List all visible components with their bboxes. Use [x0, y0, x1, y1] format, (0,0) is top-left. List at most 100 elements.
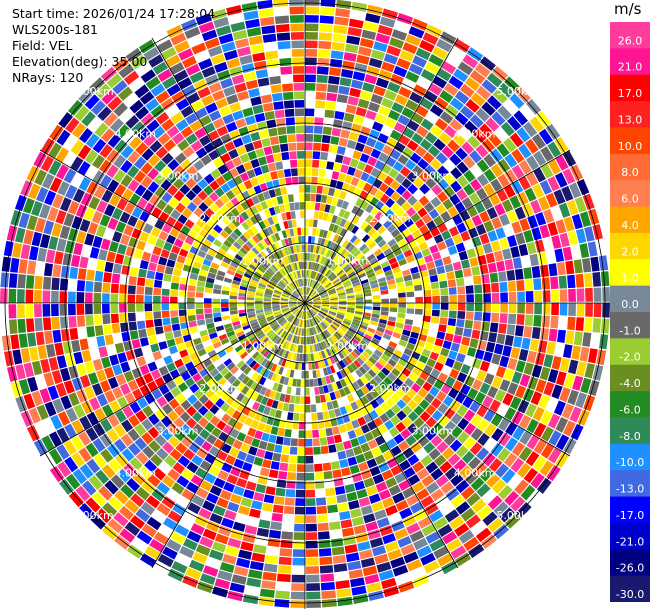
velocity-gate: [373, 264, 382, 272]
velocity-gate: [300, 396, 305, 404]
velocity-gate: [387, 224, 397, 234]
velocity-gate: [336, 329, 344, 337]
velocity-gate: [254, 384, 263, 393]
velocity-gate: [273, 309, 281, 314]
velocity-gate: [373, 248, 383, 257]
velocity-gate: [281, 307, 289, 311]
velocity-gate: [477, 432, 490, 446]
velocity-gate: [381, 577, 397, 590]
velocity-gate: [416, 545, 432, 558]
velocity-gate: [320, 359, 326, 368]
velocity-gate: [328, 312, 336, 317]
velocity-gate: [85, 280, 94, 292]
velocity-gate: [79, 415, 92, 430]
velocity-gate: [250, 225, 259, 235]
velocity-gate: [273, 311, 282, 315]
velocity-gate: [262, 249, 270, 257]
velocity-gate: [315, 395, 321, 404]
velocity-gate: [68, 279, 77, 291]
velocity-gate: [457, 303, 466, 311]
velocity-gate: [376, 272, 385, 280]
velocity-gate: [356, 378, 365, 388]
velocity-gate: [81, 349, 92, 363]
velocity-gate: [174, 524, 190, 537]
velocity-gate: [406, 297, 415, 303]
velocity-gate: [283, 168, 292, 178]
velocity-gate: [113, 333, 123, 344]
velocity-gate: [314, 236, 319, 245]
velocity-gate: [249, 319, 258, 324]
velocity-gate: [370, 148, 382, 159]
velocity-gate: [288, 334, 293, 342]
velocity-gate: [503, 224, 514, 237]
velocity-gate: [269, 333, 277, 341]
velocity-gate: [397, 536, 412, 548]
velocity-gate: [481, 197, 493, 210]
velocity-gate: [415, 296, 423, 303]
velocity-gate: [334, 110, 345, 120]
velocity-gate: [213, 316, 222, 323]
velocity-gate: [254, 112, 266, 123]
velocity-gate: [250, 464, 261, 475]
colorbar-segment: [610, 285, 650, 313]
velocity-gate: [295, 125, 305, 134]
velocity-gate: [187, 309, 196, 316]
velocity-gate: [276, 315, 284, 321]
velocity-gate: [422, 381, 433, 392]
velocity-gate: [244, 115, 256, 126]
velocity-gate: [422, 32, 439, 45]
velocity-gate: [350, 276, 359, 283]
velocity-gate: [317, 285, 324, 292]
velocity-gate: [274, 313, 283, 318]
velocity-gate: [203, 410, 215, 422]
velocity-gate: [120, 174, 133, 188]
velocity-gate: [531, 327, 541, 340]
velocity-gate: [200, 154, 212, 166]
velocity-gate: [518, 243, 529, 257]
velocity-gate: [200, 213, 210, 223]
velocity-gate: [301, 278, 304, 287]
velocity-gate: [282, 293, 290, 297]
velocity-gate: [84, 361, 95, 374]
velocity-gate: [551, 356, 562, 370]
velocity-gate: [469, 257, 479, 267]
velocity-gate: [430, 368, 441, 379]
velocity-gate: [267, 362, 275, 371]
velocity-gate: [352, 381, 360, 391]
velocity-gate: [112, 80, 128, 95]
velocity-gate: [358, 231, 367, 240]
velocity-gate: [416, 76, 432, 89]
velocity-gate: [250, 205, 259, 215]
velocity-gate: [521, 337, 531, 350]
velocity-gate: [243, 179, 253, 190]
velocity-gate: [92, 438, 106, 453]
velocity-gate: [236, 403, 246, 413]
velocity-gate: [331, 42, 345, 51]
velocity-gate: [561, 403, 574, 419]
velocity-gate: [405, 99, 419, 112]
velocity-gate: [317, 177, 325, 186]
velocity-gate: [388, 512, 402, 524]
velocity-gate: [388, 168, 399, 179]
velocity-gate: [305, 32, 318, 40]
velocity-gate: [168, 252, 178, 261]
velocity-gate: [214, 198, 225, 209]
velocity-gate: [388, 341, 398, 349]
velocity-gate: [322, 367, 329, 376]
velocity-gate: [60, 367, 71, 382]
velocity-gate: [311, 308, 318, 313]
field-label: Field: VEL: [12, 38, 73, 53]
velocity-gate: [370, 399, 380, 409]
velocity-gate: [328, 75, 340, 85]
velocity-gate: [273, 252, 280, 261]
velocity-gate: [364, 402, 374, 413]
velocity-gate: [294, 253, 299, 262]
velocity-gate: [474, 293, 483, 303]
velocity-gate: [250, 419, 260, 429]
velocity-gate: [226, 330, 236, 338]
velocity-gate: [210, 262, 220, 270]
velocity-gate: [251, 338, 259, 346]
velocity-gate: [25, 304, 34, 318]
velocity-gate: [199, 329, 208, 337]
velocity-gate: [68, 491, 84, 508]
